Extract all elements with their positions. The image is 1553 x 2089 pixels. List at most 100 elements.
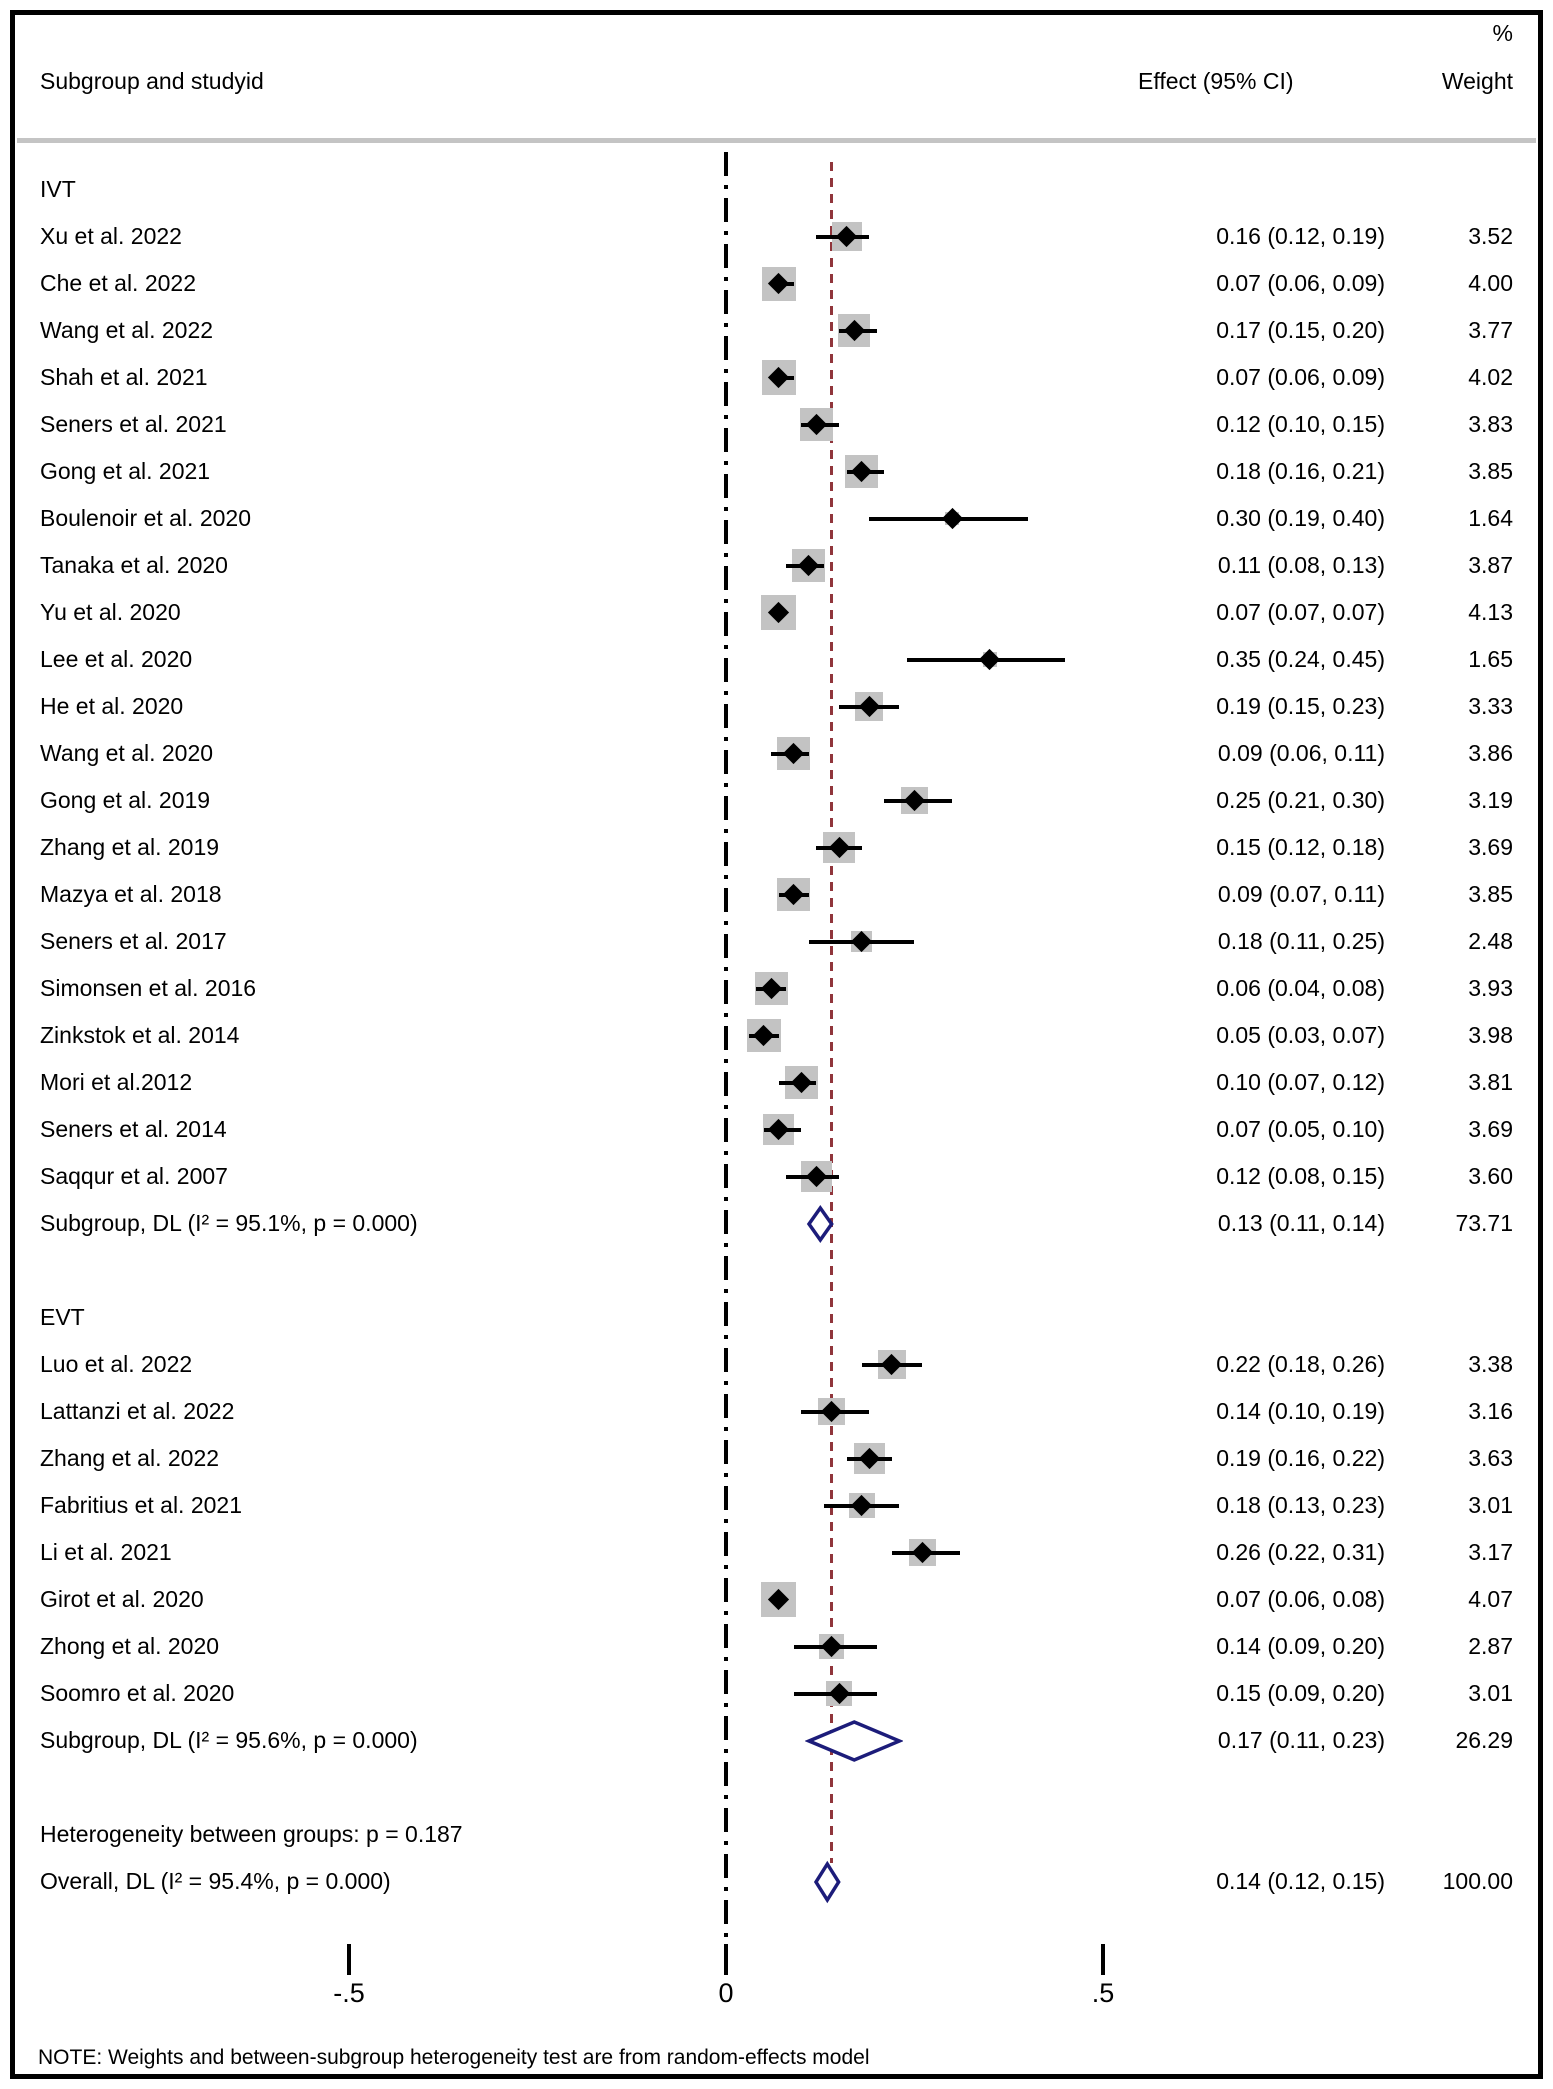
effect-value: 0.09 (0.06, 0.11) (1217, 740, 1385, 766)
effect-value: 0.06 (0.04, 0.08) (1216, 975, 1385, 1001)
study-row: Saqqur et al. 2007 0.12 (0.08, 0.15) 3.60 (0, 1153, 1553, 1200)
weight-value: 1.64 (1468, 505, 1513, 531)
study-row: Li et al. 2021 0.26 (0.22, 0.31) 3.17 (0, 1529, 1553, 1576)
study-row: Wang et al. 2022 0.17 (0.15, 0.20) 3.77 (0, 307, 1553, 354)
study-row: Lattanzi et al. 2022 0.14 (0.10, 0.19) 3.1… (0, 1388, 1553, 1435)
effect-value: 0.14 (0.10, 0.19) (1216, 1398, 1385, 1424)
effect-value: 0.07 (0.06, 0.09) (1216, 270, 1385, 296)
weight-value: 3.93 (1468, 975, 1513, 1001)
study-label: Seners et al. 2021 (40, 411, 227, 437)
study-label: Lattanzi et al. 2022 (40, 1398, 235, 1424)
study-label: Wang et al. 2022 (40, 317, 214, 343)
effect-value: 0.19 (0.16, 0.22) (1216, 1445, 1385, 1471)
weight-value: 2.87 (1468, 1633, 1513, 1659)
study-label: Li et al. 2021 (40, 1539, 172, 1565)
study-row: Zhong et al. 2020 0.14 (0.09, 0.20) 2.87 (0, 1623, 1553, 1670)
effect-value: 0.18 (0.16, 0.21) (1216, 458, 1385, 484)
weight-value: 3.60 (1468, 1163, 1513, 1189)
study-label: Gong et al. 2019 (40, 787, 211, 813)
study-row: Boulenoir et al. 2020 0.30 (0.19, 0.40) 1.… (0, 495, 1553, 542)
group-label: IVT (40, 176, 76, 202)
effect-value: 0.19 (0.15, 0.23) (1216, 693, 1385, 719)
study-row: Che et al. 2022 0.07 (0.06, 0.09) 4.00 (0, 260, 1553, 307)
weight-value: 4.00 (1468, 270, 1513, 296)
study-label: Boulenoir et al. 2020 (40, 505, 251, 531)
effect-value: 0.09 (0.07, 0.11) (1217, 881, 1385, 907)
percent-header: % (1492, 20, 1513, 46)
study-row: Zhang et al. 2022 0.19 (0.16, 0.22) 3.63 (0, 1435, 1553, 1482)
study-label: Zhang et al. 2019 (40, 834, 220, 860)
effect-value: 0.18 (0.11, 0.25) (1217, 928, 1385, 954)
weight-value: 3.63 (1468, 1445, 1513, 1471)
weight-value: 4.02 (1468, 364, 1513, 390)
study-row: Soomro et al. 2020 0.15 (0.09, 0.20) 3.01 (0, 1670, 1553, 1717)
study-label: Zinkstok et al. 2014 (40, 1022, 240, 1048)
weight-value: 3.38 (1468, 1351, 1513, 1377)
effect-value: 0.22 (0.18, 0.26) (1216, 1351, 1385, 1377)
study-label: Subgroup, DL (I² = 95.1%, p = 0.000) (40, 1210, 418, 1236)
effect-value: 0.12 (0.10, 0.15) (1216, 411, 1385, 437)
effect-value: 0.16 (0.12, 0.19) (1216, 223, 1385, 249)
weight-value: 3.33 (1468, 693, 1513, 719)
weight-value: 3.52 (1468, 223, 1513, 249)
study-label: Yu et al. 2020 (40, 599, 181, 625)
group-label: EVT (40, 1304, 85, 1330)
study-row: Zhang et al. 2019 0.15 (0.12, 0.18) 3.69 (0, 824, 1553, 871)
effect-value: 0.25 (0.21, 0.30) (1216, 787, 1385, 813)
weight-value: 1.65 (1468, 646, 1513, 672)
effect-value: 0.35 (0.24, 0.45) (1216, 646, 1385, 672)
effect-value: 0.07 (0.06, 0.08) (1216, 1586, 1385, 1612)
spacer-row (0, 1764, 1553, 1811)
study-label: Zhang et al. 2022 (40, 1445, 220, 1471)
group-label-row: EVT (0, 1294, 1553, 1341)
spacer-row (0, 1247, 1553, 1294)
study-row: Seners et al. 2021 0.12 (0.10, 0.15) 3.83 (0, 401, 1553, 448)
study-row: Luo et al. 2022 0.22 (0.18, 0.26) 3.38 (0, 1341, 1553, 1388)
study-label: He et al. 2020 (40, 693, 184, 719)
weight-value: 4.13 (1468, 599, 1513, 625)
effect-value: 0.15 (0.12, 0.18) (1216, 834, 1385, 860)
effect-value: 0.18 (0.13, 0.23) (1216, 1492, 1385, 1518)
effect-value: 0.30 (0.19, 0.40) (1216, 505, 1385, 531)
study-row: Lee et al. 2020 0.35 (0.24, 0.45) 1.65 (0, 636, 1553, 683)
study-row: Shah et al. 2021 0.07 (0.06, 0.09) 4.02 (0, 354, 1553, 401)
weight-value: 3.81 (1468, 1069, 1513, 1095)
study-label: Mazya et al. 2018 (40, 881, 222, 907)
weight-value: 3.19 (1468, 787, 1513, 813)
study-label: Zhong et al. 2020 (40, 1633, 220, 1659)
summary-row: Subgroup, DL (I² = 95.1%, p = 0.000) 0.13… (0, 1200, 1553, 1247)
weight-value: 3.83 (1468, 411, 1513, 437)
effect-value: 0.05 (0.03, 0.07) (1216, 1022, 1385, 1048)
study-row: Gong et al. 2019 0.25 (0.21, 0.30) 3.19 (0, 777, 1553, 824)
effect-value: 0.10 (0.07, 0.12) (1216, 1069, 1385, 1095)
weight-value: 3.69 (1468, 1116, 1513, 1142)
study-label: Saqqur et al. 2007 (40, 1163, 228, 1189)
header-divider (17, 138, 1536, 143)
weight-column-header: Weight (1441, 68, 1513, 94)
study-label: Luo et al. 2022 (40, 1351, 193, 1377)
study-row: Wang et al. 2020 0.09 (0.06, 0.11) 3.86 (0, 730, 1553, 777)
weight-value: 3.85 (1468, 881, 1513, 907)
group-label-row: IVT (0, 166, 1553, 213)
subgroup-diamond (806, 1204, 834, 1243)
footnote: NOTE: Weights and between-subgroup heter… (38, 2046, 870, 2069)
weight-value: 3.77 (1468, 317, 1513, 343)
study-label: Tanaka et al. 2020 (40, 552, 228, 578)
study-label: Heterogeneity between groups: p = 0.187 (40, 1821, 463, 1847)
study-row: Mori et al.2012 0.10 (0.07, 0.12) 3.81 (0, 1059, 1553, 1106)
x-axis-tick-label: .5 (1091, 1978, 1115, 2008)
summary-row: Subgroup, DL (I² = 95.6%, p = 0.000) 0.17… (0, 1717, 1553, 1764)
study-row: He et al. 2020 0.19 (0.15, 0.23) 3.33 (0, 683, 1553, 730)
summary-row: Overall, DL (I² = 95.4%, p = 0.000) 0.14 … (0, 1858, 1553, 1905)
study-label: Soomro et al. 2020 (40, 1680, 235, 1706)
study-row: Tanaka et al. 2020 0.11 (0.08, 0.13) 3.87 (0, 542, 1553, 589)
x-axis-tick-label: 0 (718, 1978, 734, 2008)
study-row: Girot et al. 2020 0.07 (0.06, 0.08) 4.07 (0, 1576, 1553, 1623)
effect-value: 0.15 (0.09, 0.20) (1216, 1680, 1385, 1706)
overall-estimate-line (830, 162, 834, 1863)
subgroup-diamond (804, 1719, 904, 1762)
effect-value: 0.07 (0.07, 0.07) (1216, 599, 1385, 625)
study-row: Zinkstok et al. 2014 0.05 (0.03, 0.07) 3.9… (0, 1012, 1553, 1059)
overall-diamond (814, 1860, 842, 1903)
